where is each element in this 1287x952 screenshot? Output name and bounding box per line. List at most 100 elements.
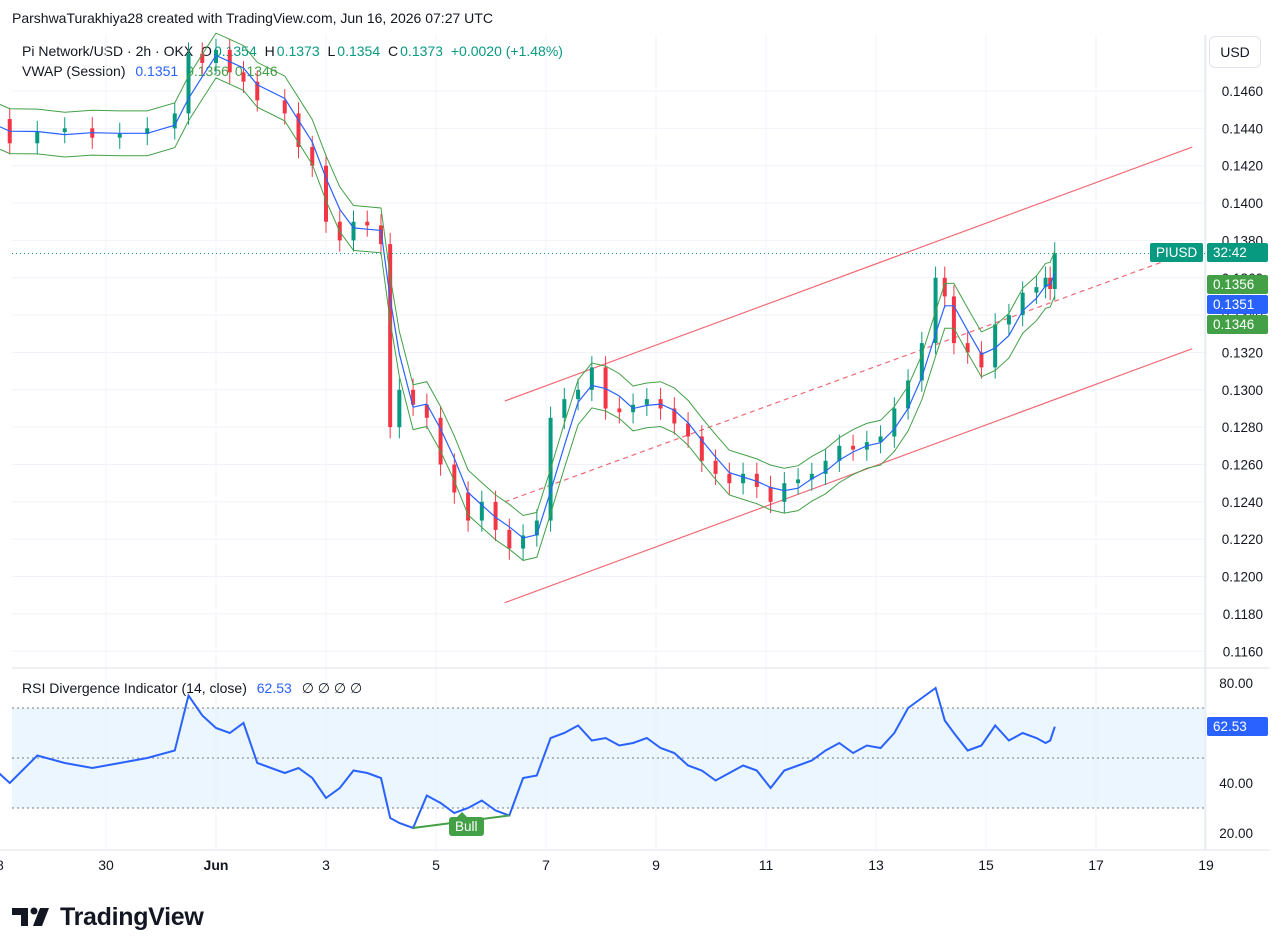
chart-credit: ParshwaTurakhiya28 created with TradingV… [12,10,493,26]
rsi-legend-label[interactable]: RSI Divergence Indicator (14, close) [22,680,247,696]
candle-body [979,352,984,368]
rsi-value-tag: 62.53 [1207,717,1268,736]
candle-body [672,408,677,424]
candle-body [993,324,998,368]
price-axis-label: 0.1440 [1222,121,1263,136]
candle-body [951,296,956,344]
candle-body [906,380,911,409]
candle-body [507,529,512,549]
time-axis-label: Jun [204,857,229,873]
bull-divergence-label: Bull [449,812,484,836]
price-axis-label: 0.1200 [1222,570,1263,585]
candle-body [186,53,191,114]
vwap-legend-upper: 0.1356 [186,63,229,79]
candle-body [255,81,260,101]
candle-body [768,486,773,502]
candle-body [479,501,484,521]
candle-body [534,520,539,536]
candle-body [796,479,801,484]
lower-band-tag: 0.1346 [1207,315,1268,334]
time-axis-label: 17 [1088,857,1104,873]
vwap-legend-label[interactable]: VWAP (Session) [22,63,126,79]
channel-mid-line [504,245,1207,503]
candle-body [713,460,718,474]
rsi-line [0,686,1056,830]
candle-body [589,367,594,390]
currency-button[interactable]: USD [1209,36,1261,68]
candle-body [965,343,970,353]
time-axis-label: 5 [432,857,440,873]
rsi-legend: RSI Divergence Indicator (14, close) 62.… [22,680,362,697]
candle-body [35,132,40,144]
candle-body [562,399,567,418]
rsi-legend-extras: ∅ ∅ ∅ ∅ [301,680,363,696]
symbol-price-tag: PIUSD [1150,243,1204,262]
candle-body [388,244,393,428]
close-key: C [388,43,401,59]
candle-body [1052,253,1057,289]
low-key: L [327,43,338,59]
rsi-axis-label: 80.00 [1219,676,1253,691]
candle-body [699,436,704,461]
candle-body [823,460,828,474]
candle-body [1006,315,1011,325]
time-axis-label: 15 [978,857,994,873]
candle-body [576,389,581,400]
candle-body [200,53,205,63]
price-axis-label: 0.1420 [1222,159,1263,174]
candle-body [452,464,457,493]
low-value: 0.1354 [337,43,381,59]
vwap-line [0,54,1056,539]
symbol-name[interactable]: Pi Network/USD · 2h · OKX [22,43,194,59]
candle-body [466,492,471,521]
channel-lower-line [504,348,1193,604]
candle-body [603,367,608,409]
time-axis-label: 19 [1198,857,1214,873]
candle-body [617,408,622,413]
price-axis-label: 0.1300 [1222,383,1263,398]
candle-body [878,436,883,443]
symbol-legend: Pi Network/USD · 2h · OKX O0.1354 H0.137… [22,43,563,59]
tradingview-logo-icon [12,907,49,926]
price-axis-label: 0.1160 [1223,644,1263,659]
candle-body [365,221,370,226]
price-axis-label: 0.1260 [1222,458,1263,473]
candle-body [942,277,947,297]
high-value: 0.1373 [276,43,320,59]
price-axis-label: 0.1240 [1222,495,1263,510]
candle-body [411,389,416,405]
price-axis-label: 0.1320 [1222,345,1263,360]
candle-body [296,113,301,148]
candle-body [282,100,287,114]
candle-body [351,221,356,241]
candle-body [493,501,498,530]
candle-body [754,473,759,487]
candle-body [1020,292,1025,316]
time-axis-label: 28 [0,857,4,873]
upper-band-tag: 0.1356 [1207,275,1268,294]
price-axis-label: 0.1400 [1222,196,1263,211]
candle-body [145,128,150,134]
price-axis-label: 0.1280 [1222,420,1263,435]
price-axis-label: 0.1460 [1222,84,1263,99]
open-value: 0.1354 [213,43,257,59]
time-axis-label: 7 [542,857,550,873]
candle-body [310,147,315,166]
time-axis-label: 9 [652,857,660,873]
tradingview-logo[interactable]: TradingView [12,902,204,932]
time-axis-label: 3 [322,857,330,873]
candle-body [782,483,787,502]
candle-body [727,473,732,484]
tradingview-logo-text: TradingView [60,902,204,931]
price-axis-label: 0.1220 [1222,532,1263,547]
vwap-tag: 0.1351 [1207,295,1268,314]
candle-body [1034,287,1039,293]
candle-body [892,408,897,437]
vwap-lower-band [0,77,1056,561]
candle-body [62,128,67,133]
candle-body [741,473,746,484]
vwap-legend: VWAP (Session) 0.1351 0.1356 0.1346 [22,63,278,79]
price-change: +0.0020 (+1.48%) [450,43,563,59]
close-value: 0.1373 [400,43,443,59]
